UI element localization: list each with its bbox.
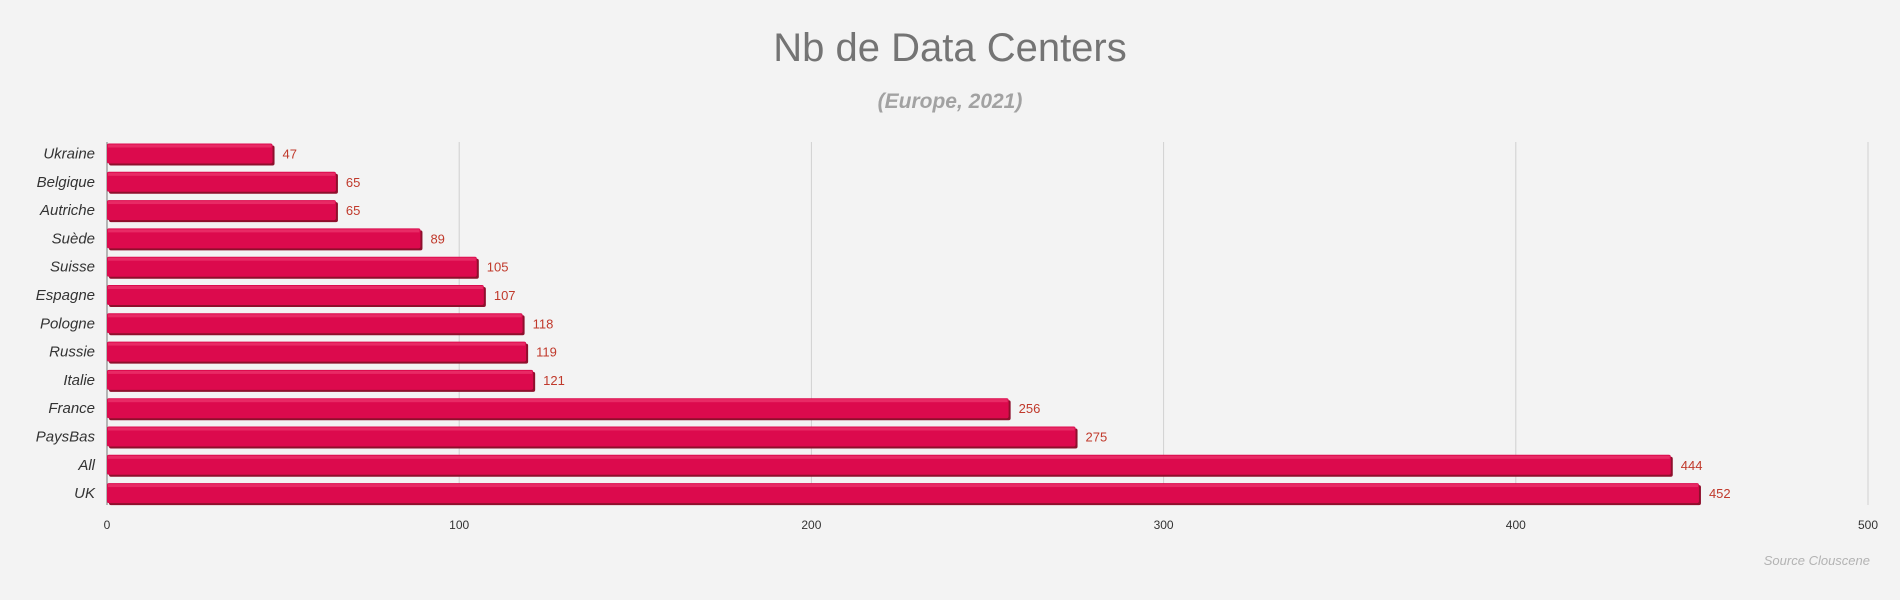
value-label: 89	[430, 231, 444, 246]
x-tick-label: 400	[1506, 518, 1526, 532]
category-label: Suède	[52, 230, 95, 247]
bar	[107, 285, 484, 305]
value-label: 275	[1086, 430, 1108, 445]
bar-highlight	[108, 144, 272, 148]
x-tick-label: 100	[449, 518, 469, 532]
bar	[107, 398, 1009, 419]
category-label: Suisse	[50, 259, 95, 276]
bar-highlight	[108, 172, 335, 176]
bar	[107, 143, 273, 164]
bar-highlight	[108, 484, 1698, 488]
x-tick-label: 200	[801, 518, 821, 532]
x-tick-label: 500	[1858, 518, 1878, 532]
category-label: Espagne	[36, 287, 95, 304]
bar-highlight	[108, 427, 1075, 431]
bar	[107, 369, 534, 390]
bar	[107, 313, 523, 334]
category-label: France	[48, 400, 95, 417]
category-label: UK	[74, 485, 96, 502]
category-label: Belgique	[37, 174, 95, 191]
category-label: Ukraine	[43, 146, 95, 163]
x-tick-label: 300	[1154, 518, 1174, 532]
bar-highlight	[108, 201, 335, 205]
bar-highlight	[108, 342, 526, 346]
value-label: 118	[533, 316, 554, 331]
bar-highlight	[108, 455, 1670, 459]
bar	[107, 171, 336, 192]
chart-title: Nb de Data Centers	[773, 26, 1127, 70]
bar-highlight	[108, 370, 533, 374]
bar	[107, 200, 336, 221]
bar-highlight	[108, 399, 1008, 403]
category-label: PaysBas	[36, 429, 96, 446]
bar-highlight	[108, 229, 420, 233]
category-label: Pologne	[40, 315, 95, 332]
category-label: Autriche	[39, 202, 95, 219]
chart-subtitle: (Europe, 2021)	[877, 90, 1023, 113]
bar	[107, 341, 527, 362]
value-label: 256	[1019, 401, 1041, 416]
value-label: 121	[543, 373, 565, 388]
bar	[107, 454, 1671, 475]
value-label: 452	[1709, 486, 1731, 501]
category-label: All	[77, 457, 95, 474]
value-label: 65	[346, 203, 360, 218]
bar	[107, 228, 421, 249]
category-label: Russie	[49, 344, 95, 361]
bar-highlight	[108, 257, 476, 261]
value-label: 119	[536, 345, 557, 360]
value-label: 107	[494, 288, 516, 303]
bar	[107, 426, 1076, 447]
bar	[107, 483, 1699, 504]
value-label: 47	[283, 147, 297, 162]
chart-source: Source Clouscene	[1763, 553, 1870, 568]
category-label: Italie	[63, 372, 95, 389]
x-tick-label: 0	[104, 518, 111, 532]
value-label: 65	[346, 175, 360, 190]
bar-highlight	[108, 314, 522, 318]
value-label: 105	[487, 260, 509, 275]
value-label: 444	[1681, 458, 1703, 473]
bar	[107, 256, 477, 277]
bar-highlight	[108, 286, 483, 289]
